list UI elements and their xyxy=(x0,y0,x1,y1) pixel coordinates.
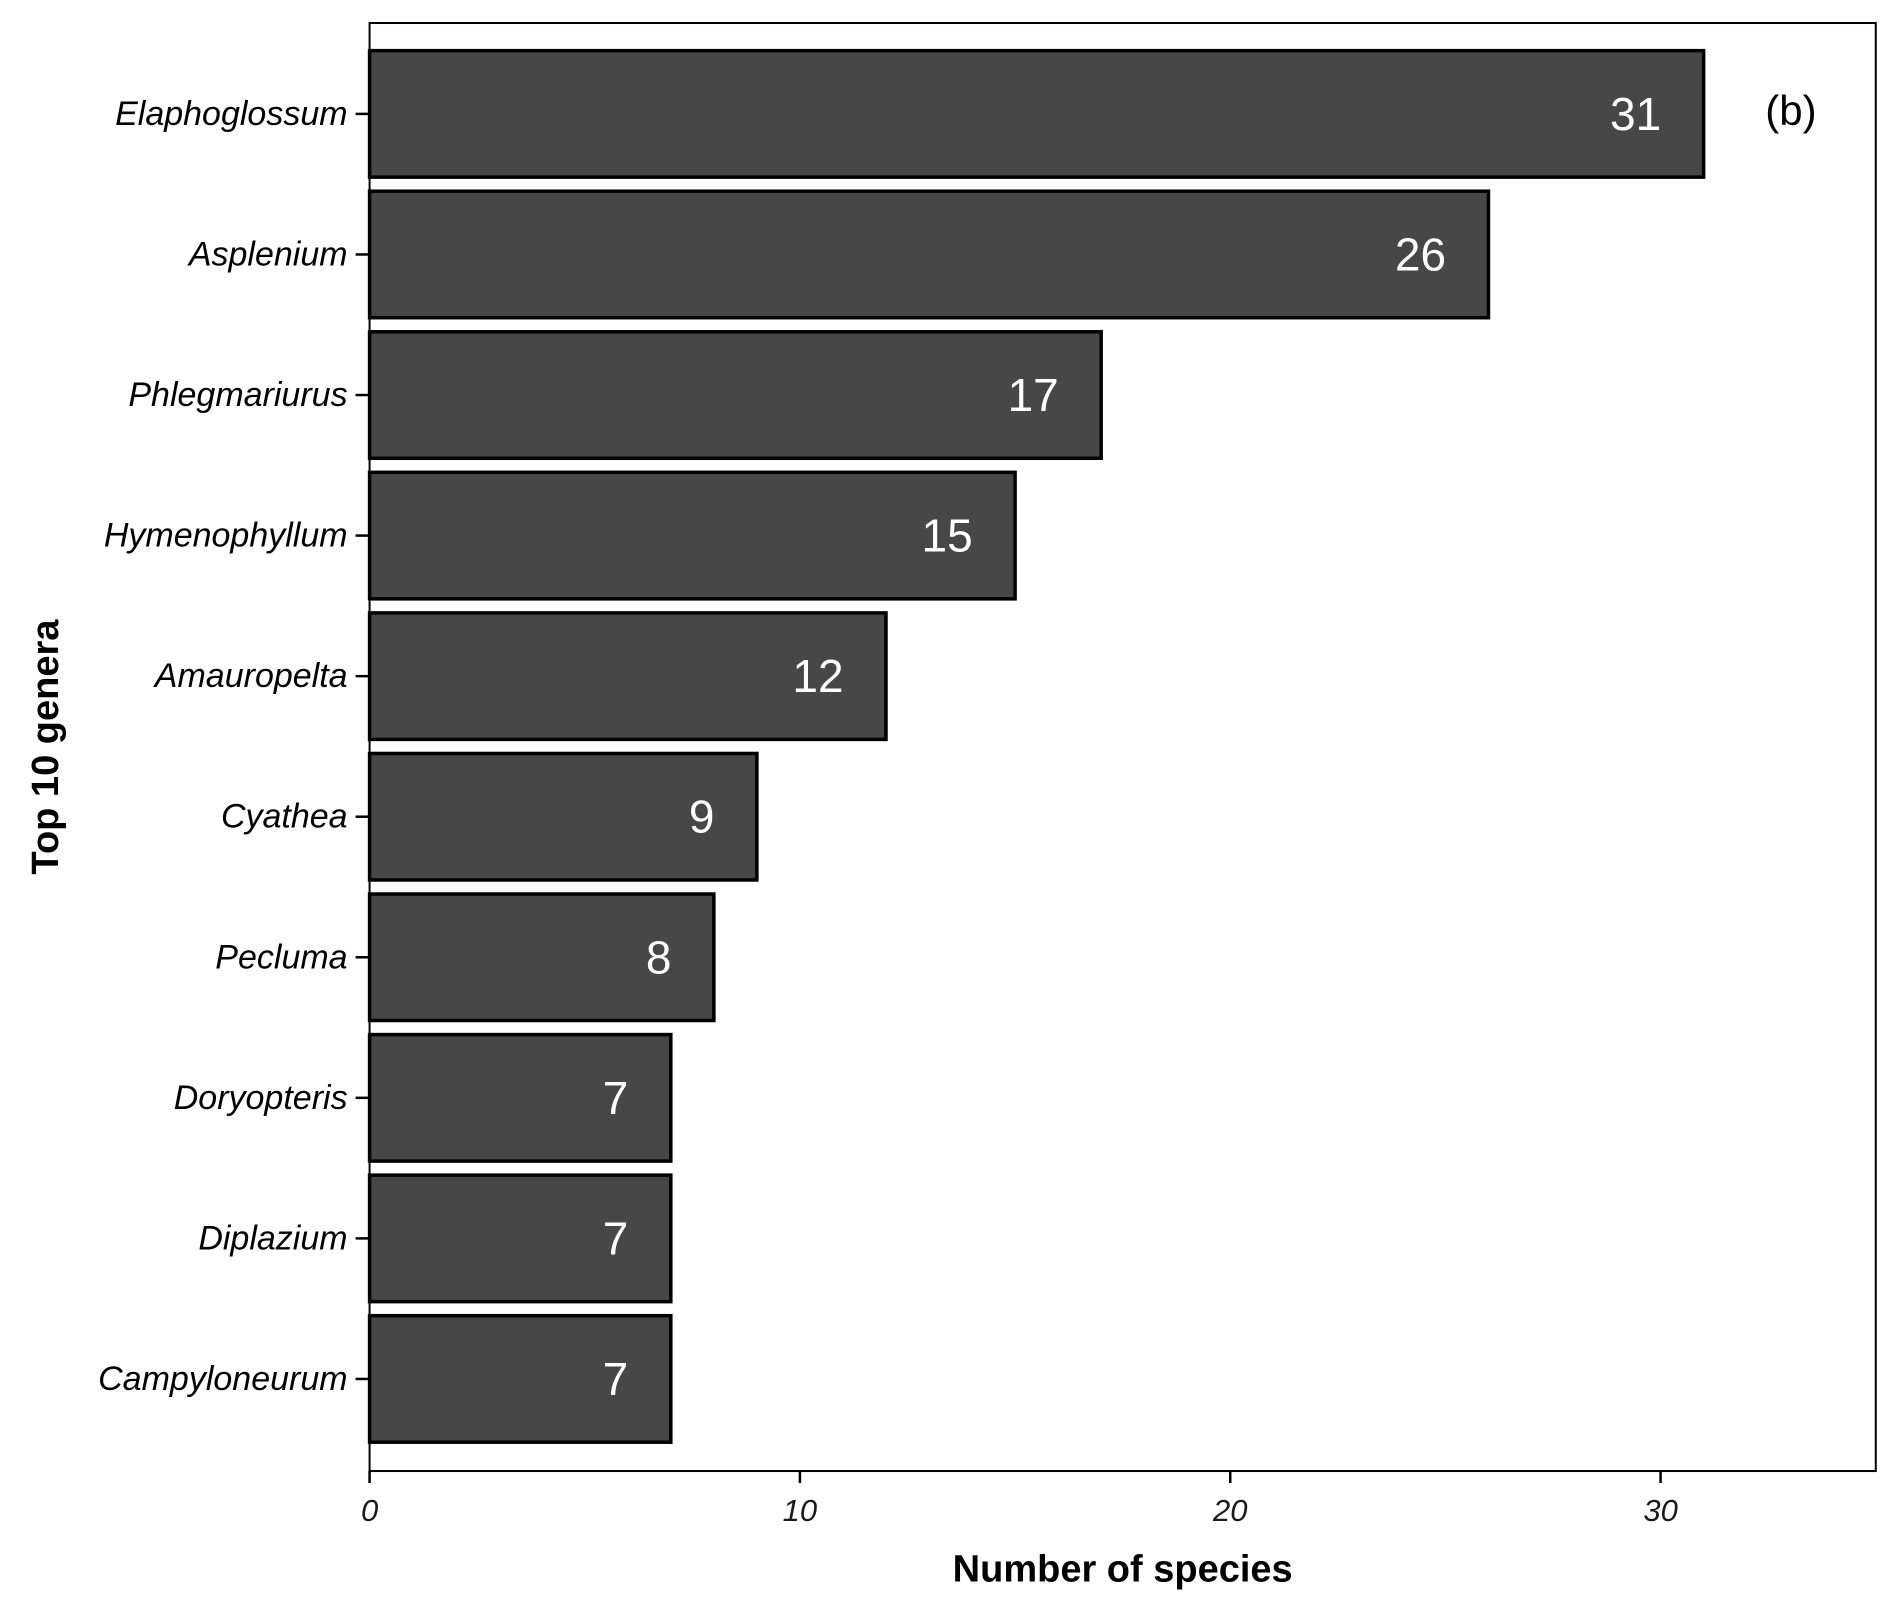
bar xyxy=(367,470,1017,601)
y-tick-label: Phlegmariurus xyxy=(128,376,347,414)
data-label: 7 xyxy=(603,1212,629,1264)
data-label: 8 xyxy=(646,931,672,983)
x-tick-label: 10 xyxy=(783,1493,817,1528)
bar xyxy=(367,1173,673,1304)
x-axis-title: Number of species xyxy=(953,1548,1293,1590)
data-label: 15 xyxy=(922,510,973,562)
x-axis: 0 10 20 30 xyxy=(361,1471,1678,1528)
x-tick-label: 30 xyxy=(1643,1493,1677,1528)
y-tick-label: Cyathea xyxy=(221,798,348,836)
x-tick-label: 0 xyxy=(361,1493,378,1528)
y-tick-label: Doryopteris xyxy=(174,1079,348,1117)
y-axis-title: Top 10 genera xyxy=(25,619,67,875)
y-axis: Elaphoglossum Asplenium Phlegmariurus Hymen… xyxy=(98,95,370,1398)
y-tick-label: Amauropelta xyxy=(153,657,348,695)
panel-label: (b) xyxy=(1765,87,1816,134)
y-tick-label: Pecluma xyxy=(215,938,347,976)
data-labels-layer: 31 26 17 15 12 9 8 7 7 7 xyxy=(603,88,1661,1405)
bar xyxy=(367,330,1103,461)
y-tick-label: Diplazium xyxy=(198,1219,347,1257)
data-label: 17 xyxy=(1008,369,1059,421)
bar xyxy=(367,48,1706,179)
y-tick-label: Hymenophyllum xyxy=(104,517,348,555)
bar xyxy=(367,751,759,882)
y-tick-label: Asplenium xyxy=(187,235,348,273)
data-label: 9 xyxy=(689,791,715,843)
bar xyxy=(367,611,888,742)
x-tick-label: 20 xyxy=(1212,1493,1247,1528)
data-label: 26 xyxy=(1395,228,1446,280)
y-tick-label: Elaphoglossum xyxy=(115,95,347,133)
bar xyxy=(367,189,1491,320)
y-tick-label: Campyloneurum xyxy=(98,1360,347,1398)
data-label: 31 xyxy=(1610,88,1661,140)
bars-layer xyxy=(367,48,1706,1444)
data-label: 12 xyxy=(792,650,843,702)
data-label: 7 xyxy=(603,1072,629,1124)
plot-frame xyxy=(368,22,1877,1473)
bar xyxy=(367,892,716,1023)
data-label: 7 xyxy=(603,1353,629,1405)
bar xyxy=(367,1032,673,1163)
